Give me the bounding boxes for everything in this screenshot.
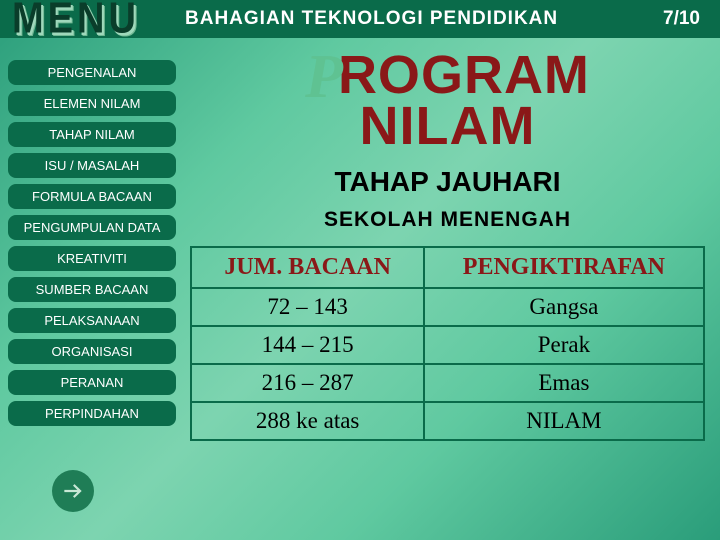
sidebar-item-kreativiti[interactable]: KREATIVITI xyxy=(8,246,176,271)
sidebar-item-sumber-bacaan[interactable]: SUMBER BACAAN xyxy=(8,277,176,302)
cell-range: 144 – 215 xyxy=(191,326,424,364)
next-button[interactable] xyxy=(52,470,94,512)
col-jum-bacaan: JUM. BACAAN xyxy=(191,247,424,288)
table-row: 72 – 143 Gangsa xyxy=(191,288,704,326)
sidebar-item-pengenalan[interactable]: PENGENALAN xyxy=(8,60,176,85)
sidebar-item-formula-bacaan[interactable]: FORMULA BACAAN xyxy=(8,184,176,209)
sidebar-item-tahap-nilam[interactable]: TAHAP NILAM xyxy=(8,122,176,147)
sidebar: PENGENALAN ELEMEN NILAM TAHAP NILAM ISU … xyxy=(8,60,176,426)
title-letter-p: P xyxy=(305,50,344,106)
col-pengiktirafan: PENGIKTIRAFAN xyxy=(424,247,704,288)
sidebar-item-pelaksanaan[interactable]: PELAKSANAAN xyxy=(8,308,176,333)
sidebar-item-isu-masalah[interactable]: ISU / MASALAH xyxy=(8,153,176,178)
cell-range: 216 – 287 xyxy=(191,364,424,402)
menu-heading: MENU xyxy=(12,0,140,44)
cell-award: Gangsa xyxy=(424,288,704,326)
table-row: 144 – 215 Perak xyxy=(191,326,704,364)
sidebar-item-perpindahan[interactable]: PERPINDAHAN xyxy=(8,401,176,426)
cell-range: 72 – 143 xyxy=(191,288,424,326)
table-header-row: JUM. BACAAN PENGIKTIRAFAN xyxy=(191,247,704,288)
table-row: 288 ke atas NILAM xyxy=(191,402,704,440)
sidebar-item-elemen-nilam[interactable]: ELEMEN NILAM xyxy=(8,91,176,116)
reading-table: JUM. BACAAN PENGIKTIRAFAN 72 – 143 Gangs… xyxy=(190,246,705,441)
main-title: PROGRAM NILAM xyxy=(185,46,710,150)
sidebar-item-pengumpulan-data[interactable]: PENGUMPULAN DATA xyxy=(8,215,176,240)
sidebar-item-peranan[interactable]: PERANAN xyxy=(8,370,176,395)
page-number: 7/10 xyxy=(663,8,700,30)
title-rest: ROGRAM NILAM xyxy=(338,45,590,156)
cell-award: Perak xyxy=(424,326,704,364)
cell-award: Emas xyxy=(424,364,704,402)
main-content: PROGRAM NILAM TAHAP JAUHARI SEKOLAH MENE… xyxy=(185,40,710,530)
slide: BAHAGIAN TEKNOLOGI PENDIDIKAN 7/10 MENU … xyxy=(0,0,720,540)
cell-award: NILAM xyxy=(424,402,704,440)
subtitle-sekolah: SEKOLAH MENENGAH xyxy=(185,208,710,232)
table-row: 216 – 287 Emas xyxy=(191,364,704,402)
subtitle-tahap: TAHAP JAUHARI xyxy=(185,166,710,198)
sidebar-item-organisasi[interactable]: ORGANISASI xyxy=(8,339,176,364)
cell-range: 288 ke atas xyxy=(191,402,424,440)
header-title: BAHAGIAN TEKNOLOGI PENDIDIKAN xyxy=(185,8,558,30)
arrow-right-icon xyxy=(60,478,86,504)
